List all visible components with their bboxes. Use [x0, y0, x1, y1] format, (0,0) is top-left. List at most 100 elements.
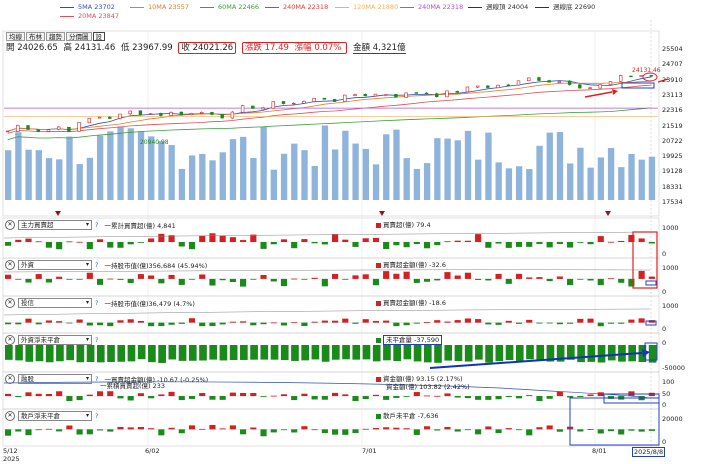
panel-axis-tick: 0 [662, 401, 667, 409]
tab-price-volume[interactable]: 分價圖 [66, 32, 92, 41]
volume-bar [618, 167, 625, 200]
indicator-select[interactable]: 散戶淨未平倉 [18, 411, 92, 421]
panel-value: 買賣超金額(億) -18.6 [376, 299, 446, 307]
candle-body [649, 75, 654, 77]
indicator-bar [587, 318, 594, 323]
indicator-bar [362, 428, 369, 430]
indicator-bar [546, 425, 553, 430]
panel-value: 買賣超(億) 79.4 [376, 221, 431, 229]
indicator-bar [45, 320, 53, 323]
volume-bar [219, 152, 226, 200]
panel-axis-tick: -50000 [662, 364, 686, 372]
indicator-select[interactable]: 外資 [18, 260, 92, 270]
candle-body [271, 101, 275, 109]
indicator-bar [413, 278, 420, 283]
close-icon[interactable]: ✕ [5, 260, 15, 270]
indicator-select[interactable]: 投信 [18, 298, 92, 308]
indicator-bar [556, 429, 563, 432]
volume-bar [188, 155, 196, 200]
indicator-bar [240, 429, 247, 435]
tab-bollinger[interactable]: 布林 [26, 32, 45, 41]
legend-item: 週線底 22690 [535, 3, 595, 12]
indicator-bar [515, 429, 523, 431]
candle-body [537, 77, 541, 81]
volume-bar [148, 136, 155, 200]
indicator-bar [434, 278, 441, 281]
panel-axis-tick: 1000 [662, 264, 679, 272]
indicator-bar [485, 322, 492, 325]
indicator-bar [209, 424, 216, 430]
oi-bar [352, 345, 361, 360]
close-icon[interactable]: ✕ [5, 411, 15, 421]
oi-bar [25, 345, 34, 362]
tab-ma[interactable]: 均線 [6, 32, 25, 41]
indicator-bar [526, 242, 533, 247]
indicator-bar [607, 322, 615, 324]
indicator-select[interactable]: 融股 [18, 374, 92, 384]
indicator-bar [301, 393, 308, 397]
candle-body [36, 129, 40, 132]
candle-body [639, 75, 643, 77]
indicator-bar [403, 322, 410, 326]
tab-trend[interactable]: 趨勢 [46, 32, 65, 41]
indicator-bar [148, 396, 155, 399]
indicator-bar [393, 273, 400, 279]
volume-bar [280, 153, 288, 200]
help-icon[interactable]: ? [95, 336, 99, 344]
close-icon[interactable]: ✕ [5, 220, 15, 230]
volume-bar [464, 130, 472, 200]
indicator-bar [5, 393, 12, 397]
price-tick: 19925 [662, 152, 683, 161]
help-icon[interactable]: ? [95, 412, 99, 420]
indicator-bar [383, 427, 390, 430]
indicator-bar [332, 274, 339, 279]
close-icon[interactable]: ✕ [5, 335, 15, 345]
close-icon[interactable]: ✕ [5, 298, 15, 308]
indicator-bar [475, 278, 482, 280]
volume-bar [383, 134, 390, 200]
indicator-bar [280, 322, 288, 326]
help-icon[interactable]: ? [95, 375, 99, 383]
tab-settings[interactable]: 設 [92, 32, 105, 41]
arrow-head [612, 89, 618, 95]
indicator-bar [526, 319, 533, 323]
volume-bar [25, 149, 32, 200]
help-icon[interactable]: ? [95, 299, 99, 307]
indicator-bar [372, 428, 380, 430]
panel-value: 資金額(億) 93.15 (2.17%) [376, 375, 463, 383]
indicator-bar [5, 322, 12, 325]
volume-bar [444, 138, 451, 200]
volume-bar [423, 163, 431, 200]
volume-bar [168, 145, 175, 200]
close-icon[interactable]: ✕ [5, 374, 15, 384]
candle-body [567, 80, 572, 85]
indicator-bar [199, 274, 206, 279]
indicator-bar [638, 318, 645, 323]
indicator-bar [56, 242, 63, 250]
volume-bar [597, 157, 605, 200]
candle-body [179, 111, 183, 116]
oi-bar [372, 345, 381, 362]
oi-bar [199, 345, 207, 361]
indicator-bar [107, 242, 114, 248]
candle-body [292, 102, 296, 105]
indicator-select[interactable]: 外資淨未平倉 [18, 335, 92, 345]
indicator-bar [158, 233, 165, 242]
indicator-bar [107, 391, 114, 397]
oi-bar [66, 345, 74, 361]
candle-body [87, 117, 92, 124]
indicator-bar [403, 396, 410, 397]
candle-body [97, 116, 102, 119]
price-tick: 23113 [662, 90, 683, 99]
indicator-bar [25, 318, 32, 323]
indicator-bar [638, 238, 645, 242]
indicator-bar [423, 278, 431, 282]
indicator-bar [505, 396, 512, 398]
help-icon[interactable]: ? [95, 221, 99, 229]
legend-item: 60MA 22466 [200, 3, 259, 12]
indicator-select[interactable]: 主力買賣超 [18, 220, 92, 230]
help-icon[interactable]: ? [95, 261, 99, 269]
panel-value: 資金額(億) 103.82 (2.42%) [386, 383, 470, 391]
oi-bar [597, 345, 606, 363]
indicator-bar [464, 318, 471, 323]
